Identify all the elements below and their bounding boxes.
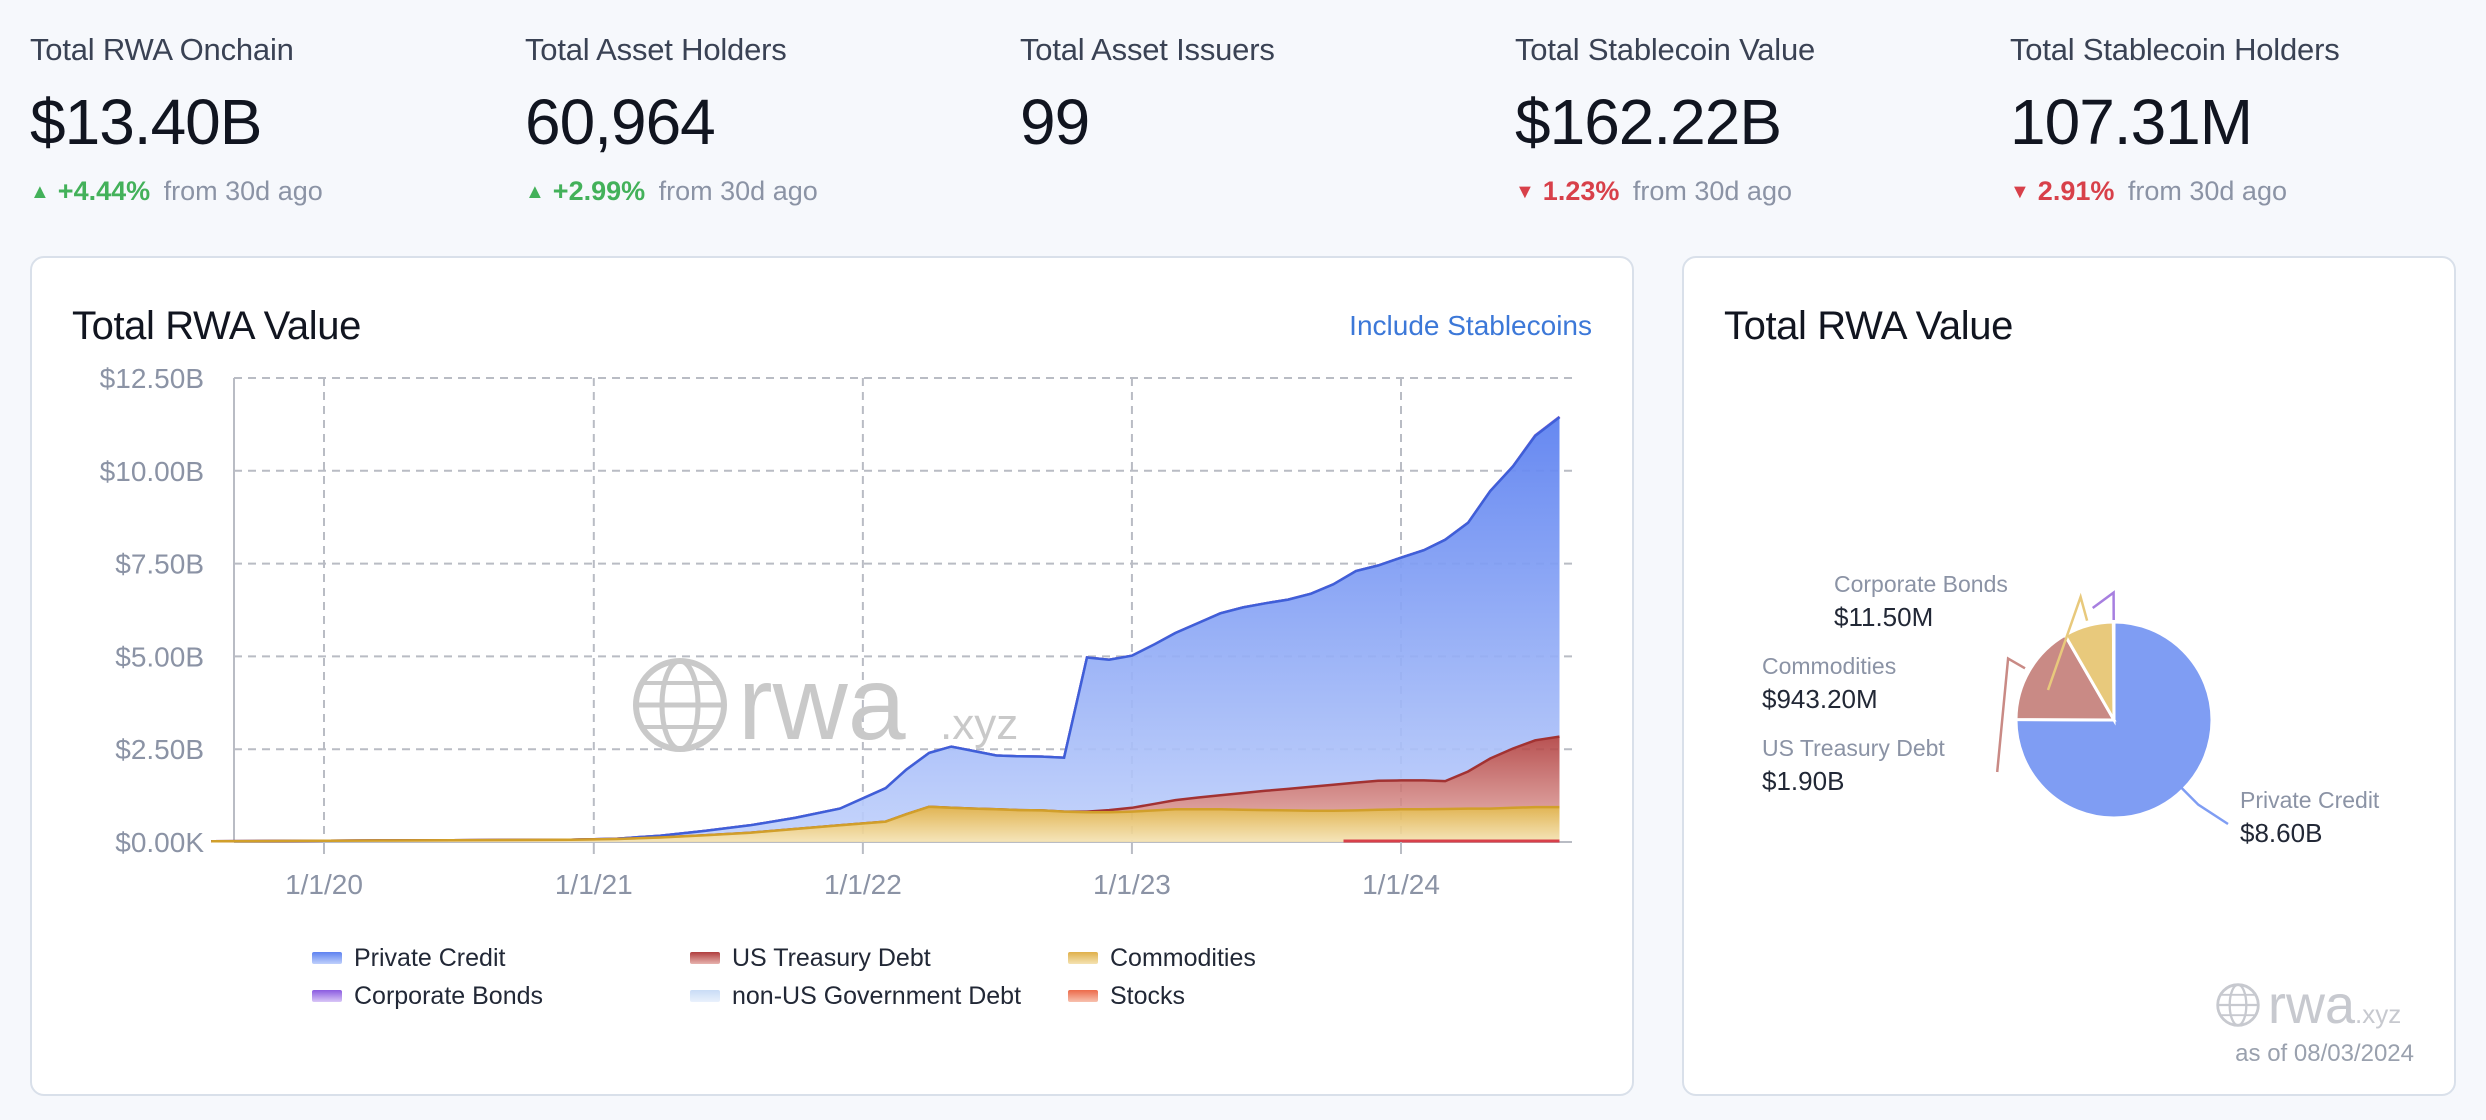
stat-change-suffix: from 30d ago bbox=[1632, 176, 1792, 206]
stat-total-stablecoin-value: Total Stablecoin Value $162.22B ▼ 1.23% f… bbox=[1515, 32, 1995, 207]
watermark-brand: rwa bbox=[738, 646, 906, 762]
legend-label: US Treasury Debt bbox=[732, 943, 931, 972]
stat-total-stablecoin-holders: Total Stablecoin Holders 107.31M ▼ 2.91% … bbox=[2010, 32, 2486, 207]
x-tick-label: 1/1/23 bbox=[1093, 869, 1171, 900]
chart-watermark: rwa .xyz bbox=[633, 646, 1018, 762]
stat-value: 99 bbox=[1020, 86, 1090, 158]
x-tick-label: 1/1/21 bbox=[555, 869, 633, 900]
stat-change-percent: +4.44% bbox=[57, 176, 151, 206]
pie-label-name: Corporate Bonds bbox=[1834, 571, 2008, 597]
legend-item-stocks[interactable]: Stocks bbox=[1068, 976, 1185, 1016]
stat-change-suffix: from 30d ago bbox=[2127, 176, 2287, 206]
pie-leader-line bbox=[2091, 590, 2115, 621]
legend-swatch bbox=[312, 952, 342, 964]
chart-legend: Private Credit US Treasury Debt Commodit… bbox=[282, 938, 1256, 1028]
arrow-up-icon: ▲ bbox=[525, 181, 545, 203]
legend-label: Commodities bbox=[1110, 943, 1256, 972]
stat-value: 60,964 bbox=[525, 86, 716, 158]
area-private-credit[interactable] bbox=[211, 417, 1560, 842]
legend-label: Private Credit bbox=[354, 943, 506, 972]
legend-swatch bbox=[690, 952, 720, 964]
x-tick-label: 1/1/20 bbox=[285, 869, 363, 900]
pie-chart-card: Total RWA Value Private Credit $8.60B US T… bbox=[1682, 256, 2456, 1096]
pie-slice-us-treasury-debt[interactable] bbox=[2014, 633, 2117, 722]
pie-label-name: Private Credit bbox=[2240, 787, 2380, 813]
stat-label: Total RWA Onchain bbox=[30, 32, 294, 67]
stat-change-suffix: from 30d ago bbox=[163, 176, 323, 206]
stat-change-percent: +2.99% bbox=[552, 176, 646, 206]
globe-icon bbox=[2216, 983, 2260, 1027]
arrow-down-icon: ▼ bbox=[2010, 181, 2030, 203]
pie-label-value: $943.20M bbox=[1762, 684, 1878, 714]
stat-total-asset-holders: Total Asset Holders 60,964 ▲ +2.99% from … bbox=[525, 32, 1005, 207]
stat-change-percent: 2.91% bbox=[2037, 176, 2115, 206]
legend-item-us-treasury-debt[interactable]: US Treasury Debt bbox=[690, 938, 931, 978]
line-private-credit bbox=[211, 416, 1561, 843]
stat-total-asset-issuers: Total Asset Issuers 99 bbox=[1020, 32, 1500, 154]
stat-change: ▲ +2.99% from 30d ago bbox=[525, 176, 1005, 207]
x-tick-label: 1/1/22 bbox=[824, 869, 902, 900]
pie-label-name: US Treasury Debt bbox=[1762, 735, 1945, 761]
legend-label: Stocks bbox=[1110, 981, 1186, 1010]
x-tick-label: 1/1/24 bbox=[1362, 869, 1440, 900]
pie-leader-line bbox=[2175, 781, 2229, 826]
globe-icon bbox=[633, 658, 727, 752]
stat-change-suffix: from 30d ago bbox=[658, 176, 818, 206]
pie-label-name: Commodities bbox=[1762, 653, 1896, 679]
arrow-down-icon: ▼ bbox=[1515, 181, 1535, 203]
y-tick-label: $5.00B bbox=[115, 641, 204, 672]
legend-label: Corporate Bonds bbox=[354, 981, 544, 1010]
area-chart-card: Total RWA Value Include Stablecoins bbox=[30, 256, 1634, 1096]
arrow-up-icon: ▲ bbox=[30, 181, 50, 203]
stat-change: ▲ +4.44% from 30d ago bbox=[30, 176, 510, 207]
card-watermark: rwa .xyz bbox=[2214, 974, 2401, 1036]
stat-change-percent: 1.23% bbox=[1542, 176, 1620, 206]
card-title: Total RWA Value bbox=[72, 304, 361, 348]
line-commodities bbox=[211, 805, 1560, 843]
stat-value: $162.22B bbox=[1515, 86, 1782, 158]
pie-chart: Private Credit $8.60B US Treasury Debt $1.9… bbox=[1762, 571, 2380, 848]
summary-stats: Total RWA Onchain $13.40B ▲ +4.44% from 3… bbox=[30, 32, 2470, 212]
y-tick-label: $12.50B bbox=[100, 363, 204, 394]
pie-leader-line bbox=[1995, 656, 2026, 773]
legend-swatch bbox=[690, 990, 720, 1002]
stat-change: ▼ 1.23% from 30d ago bbox=[1515, 176, 1995, 207]
y-tick-label: $10.00B bbox=[100, 456, 204, 487]
pie-label-value: $1.90B bbox=[1762, 766, 1844, 796]
legend-swatch bbox=[312, 990, 342, 1002]
legend-swatch bbox=[1068, 952, 1098, 964]
pie-slice-corporate-bonds[interactable] bbox=[2111, 620, 2116, 721]
stat-label: Total Asset Issuers bbox=[1020, 32, 1275, 67]
stat-label: Total Stablecoin Value bbox=[1515, 32, 1816, 67]
stat-label: Total Asset Holders bbox=[525, 32, 787, 67]
pie-label-value: $11.50M bbox=[1834, 602, 1933, 632]
stat-label: Total Stablecoin Holders bbox=[2010, 32, 2340, 67]
legend-item-corporate-bonds[interactable]: Corporate Bonds bbox=[312, 976, 543, 1016]
as-of-date: as of 08/03/2024 bbox=[2235, 1040, 2414, 1067]
watermark-suffix: .xyz bbox=[2355, 998, 2402, 1029]
stat-change: ▼ 2.91% from 30d ago bbox=[2010, 176, 2486, 207]
watermark-suffix: .xyz bbox=[940, 700, 1018, 749]
y-tick-label: $7.50B bbox=[115, 549, 204, 580]
stat-total-rwa-onchain: Total RWA Onchain $13.40B ▲ +4.44% from 3… bbox=[30, 32, 510, 207]
stat-value: 107.31M bbox=[2010, 86, 2253, 158]
area-chart: rwa .xyz $0.00K $2.50B $5.00B $7.50B $10.00B… bbox=[100, 363, 1572, 900]
area-commodities[interactable] bbox=[211, 806, 1560, 842]
pie-label-value: $8.60B bbox=[2240, 818, 2322, 848]
y-tick-label: $0.00K bbox=[115, 827, 204, 858]
legend-item-commodities[interactable]: Commodities bbox=[1068, 938, 1256, 978]
stat-value: $13.40B bbox=[30, 86, 262, 158]
y-tick-label: $2.50B bbox=[115, 734, 204, 765]
card-title: Total RWA Value bbox=[1724, 304, 2013, 348]
pie-leader-line bbox=[2046, 592, 2089, 691]
legend-item-non-us-government-debt[interactable]: non-US Government Debt bbox=[690, 976, 1021, 1016]
legend-label: non-US Government Debt bbox=[732, 981, 1022, 1010]
legend-swatch bbox=[1068, 990, 1098, 1002]
legend-item-private-credit[interactable]: Private Credit bbox=[312, 938, 505, 978]
include-stablecoins-toggle[interactable]: Include Stablecoins bbox=[1349, 310, 1592, 341]
watermark-brand: rwa bbox=[2268, 975, 2356, 1035]
